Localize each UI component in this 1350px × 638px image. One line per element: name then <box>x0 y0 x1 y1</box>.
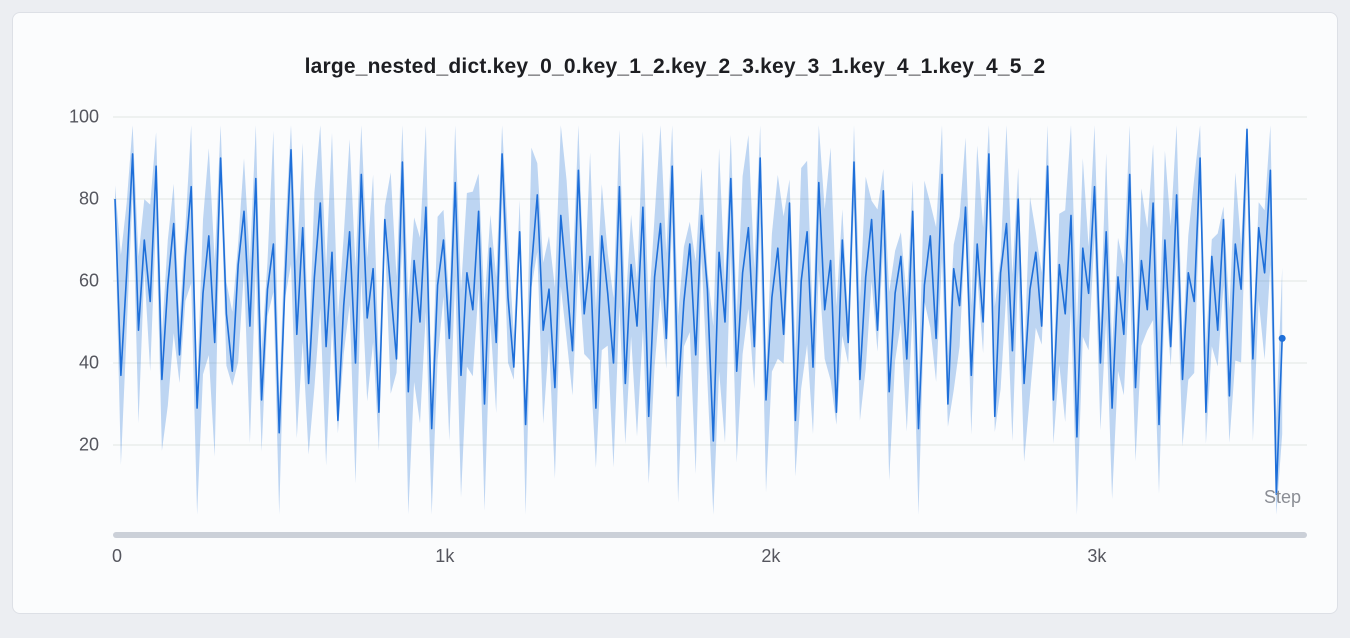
y-tick-label: 60 <box>78 270 99 291</box>
series-line <box>114 128 1283 495</box>
chart-panel: large_nested_dict.key_0_0.key_1_2.key_2_… <box>12 12 1338 614</box>
y-tick-label: 20 <box>78 434 99 455</box>
y-tick-label: 40 <box>78 352 99 373</box>
last-point-dot <box>1278 334 1286 342</box>
x-axis-track <box>113 532 1307 538</box>
x-tick-label: 1k <box>435 546 455 566</box>
x-axis-title: Step <box>1263 487 1301 507</box>
x-tick-label: 2k <box>761 546 781 566</box>
plot-area: 100 80 60 40 20 Step 0 1k 2k 3k <box>13 106 1337 580</box>
y-tick-label: 100 <box>68 106 99 127</box>
x-tick-label: 3k <box>1087 546 1107 566</box>
x-axis-labels: 0 1k 2k 3k <box>111 546 1307 580</box>
x-tick-label: 0 <box>111 546 123 566</box>
plot-region: Step 0 1k 2k 3k <box>111 109 1307 580</box>
y-axis-labels: 100 80 60 40 20 <box>13 106 113 580</box>
y-tick-label: 80 <box>78 188 99 209</box>
chart-svg[interactable] <box>113 109 1307 529</box>
chart-title: large_nested_dict.key_0_0.key_1_2.key_2_… <box>304 55 1046 78</box>
